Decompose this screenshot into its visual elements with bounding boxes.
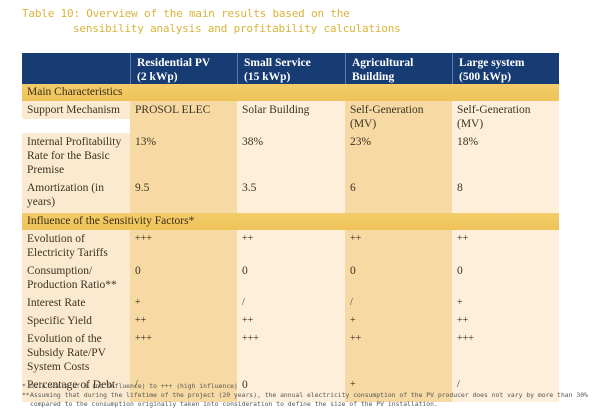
table-cell: ++ <box>452 312 559 330</box>
results-table: Residential PV (2 kWp) Small Service (15… <box>22 53 559 402</box>
caption-line-1: Table 10: Overview of the main results b… <box>22 7 350 20</box>
table-cell: ++ <box>237 230 345 262</box>
table-cell: +++ <box>130 330 237 376</box>
table-cell: 0 <box>130 262 237 294</box>
header-residential-pv: Residential PV (2 kWp) <box>130 53 237 84</box>
table-cell: 0 <box>452 262 559 294</box>
table-cell: ++ <box>345 230 452 262</box>
header-agricultural-building: Agricultural Building (150 kWp) <box>345 53 452 97</box>
table-cell: +++ <box>237 330 345 376</box>
footnote-text: Assuming that during the lifetime of the… <box>30 391 588 408</box>
footnote-1: * On a scale of 0 (no influence) to +++ … <box>22 382 592 391</box>
table-cell: 8 <box>452 179 559 213</box>
table-cell: 23% <box>345 133 452 179</box>
footnote-text: On a scale of 0 (no influence) to +++ (h… <box>30 382 238 390</box>
table-caption: Table 10: Overview of the main results b… <box>22 6 401 36</box>
footnote-marker: ** <box>22 391 30 399</box>
header-large-system: Large system (500 kWp) <box>452 53 559 84</box>
row-label: Specific Yield <box>22 312 130 330</box>
table-cell: / <box>237 294 345 312</box>
row-label: Internal Profitability Rate for the Basi… <box>22 133 130 179</box>
footnote-marker: * <box>22 382 26 390</box>
section-sensitivity-factors: Influence of the Sensitivity Factors* <box>22 213 559 230</box>
table-cell: 3.5 <box>237 179 345 213</box>
table-cell: / <box>452 376 559 402</box>
table-cell: / <box>345 294 452 312</box>
table-cell: PROSOL ELEC <box>130 101 237 133</box>
table-cell: ++ <box>237 312 345 330</box>
header-cell-empty <box>22 53 130 84</box>
caption-line-2: sensibility analysis and profitability c… <box>73 22 401 35</box>
table-cell: ++ <box>452 230 559 262</box>
table-cell: + <box>345 312 452 330</box>
table-cell: 18% <box>452 133 559 179</box>
table-cell: 6 <box>345 179 452 213</box>
row-label: Percentage of Debt <box>22 376 130 402</box>
header-small-service: Small Service (15 kWp) <box>237 53 345 84</box>
table-cell: Self-Generation (MV) <box>345 101 452 133</box>
row-label: Evolution of the Subsidy Rate/PV System … <box>22 330 130 376</box>
table-cell: ++ <box>345 330 452 376</box>
table-cell: + <box>345 376 452 402</box>
table-cell: 0 <box>345 262 452 294</box>
table-cell: Solar Building <box>237 101 345 133</box>
table-cell: +++ <box>130 230 237 262</box>
table-cell: +++ <box>452 330 559 376</box>
row-label: Evolution of Electricity Tariffs <box>22 230 130 262</box>
section-main-characteristics: Main Characteristics <box>22 84 559 101</box>
row-label: Amortization (in years) <box>22 179 130 213</box>
table-cell: + <box>130 294 237 312</box>
table-cell: 13% <box>130 133 237 179</box>
table-cell: / <box>130 376 237 402</box>
table-cell: Self-Generation (MV) <box>452 101 559 133</box>
footnotes: * On a scale of 0 (no influence) to +++ … <box>22 382 592 409</box>
table-cell: ++ <box>130 312 237 330</box>
row-label: Interest Rate <box>22 294 130 312</box>
table-cell: + <box>452 294 559 312</box>
row-label: Support Mechanism <box>22 101 130 119</box>
row-label: Consumption/ Production Ratio** <box>22 262 130 294</box>
table-cell: 9.5 <box>130 179 237 213</box>
table-cell: 0 <box>237 262 345 294</box>
footnote-2: ** Assuming that during the lifetime of … <box>22 391 592 409</box>
table-cell: 38% <box>237 133 345 179</box>
table-cell: 0 <box>237 376 345 402</box>
